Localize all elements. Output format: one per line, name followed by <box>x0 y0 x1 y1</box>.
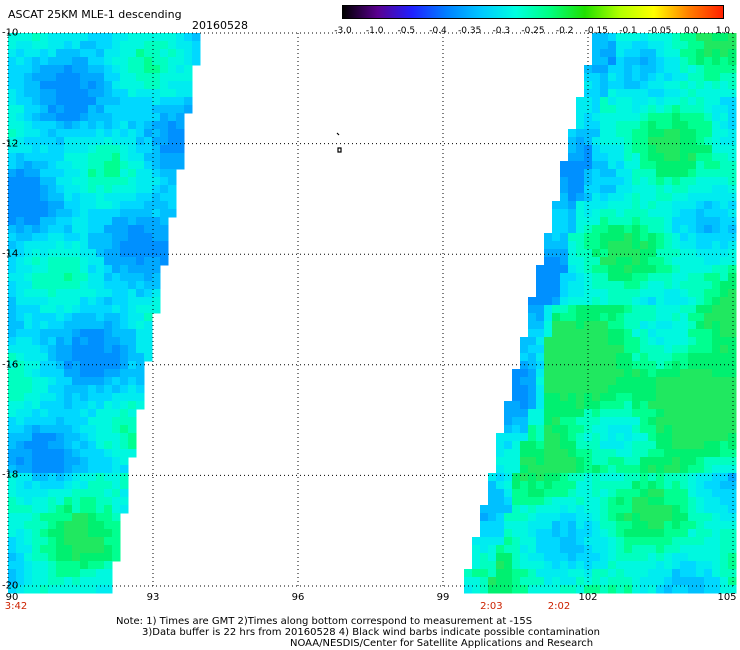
pass-time-label: 2:02 <box>547 601 571 612</box>
island-marker <box>336 132 342 153</box>
colorbar-label: -0.2 <box>555 26 574 36</box>
colorbar-label: -0.5 <box>397 26 416 36</box>
colorbar-label: -0.1 <box>619 26 637 36</box>
colorbar-label: -0.3 <box>492 26 511 36</box>
colorbar-label: -3.0 <box>334 26 352 36</box>
lat-tick-label: -16 <box>2 359 19 371</box>
map-title: ASCAT 25KM MLE-1 descending <box>8 8 182 21</box>
wind-swath-cells <box>8 33 737 594</box>
graticule <box>7 32 734 587</box>
lat-tick-label: -20 <box>2 580 19 592</box>
pass-time-label: 2:03 <box>480 601 503 612</box>
lon-tick-label: 90 <box>5 592 19 603</box>
colorbar-label: -0.25 <box>521 26 545 36</box>
note-line-1: Note: 1) Times are GMT 2)Times along bot… <box>116 616 533 627</box>
lat-tick-label: -14 <box>2 248 19 260</box>
note-line-3: NOAA/NESDIS/Center for Satellite Applica… <box>290 638 594 649</box>
lat-tick-label: -10 <box>2 27 19 39</box>
colorbar-label: -0.05 <box>648 26 672 36</box>
colorbar <box>342 5 724 19</box>
lon-tick-label: 105 <box>717 592 737 603</box>
colorbar-label: -0.15 <box>584 26 608 36</box>
lon-tick-label: 102 <box>578 592 598 603</box>
colorbar-label: -0.35 <box>458 26 482 36</box>
lon-tick-label: 93 <box>146 592 160 603</box>
colorbar-label: -1.0 <box>365 26 384 36</box>
lat-tick-label: -12 <box>2 138 19 150</box>
colorbar-label: 1.0 <box>715 26 731 36</box>
lon-tick-label: 96 <box>291 592 305 603</box>
colorbar-label: -0.4 <box>429 26 447 36</box>
map-date: 20160528 <box>192 19 248 32</box>
note-line-2: 3)Data buffer is 22 hrs from 20160528 4)… <box>142 627 600 638</box>
pass-time-label: 3:42 <box>4 601 28 612</box>
lat-tick-label: -18 <box>2 469 19 481</box>
lon-tick-label: 99 <box>436 592 450 603</box>
colorbar-label: 0.0 <box>684 26 699 36</box>
